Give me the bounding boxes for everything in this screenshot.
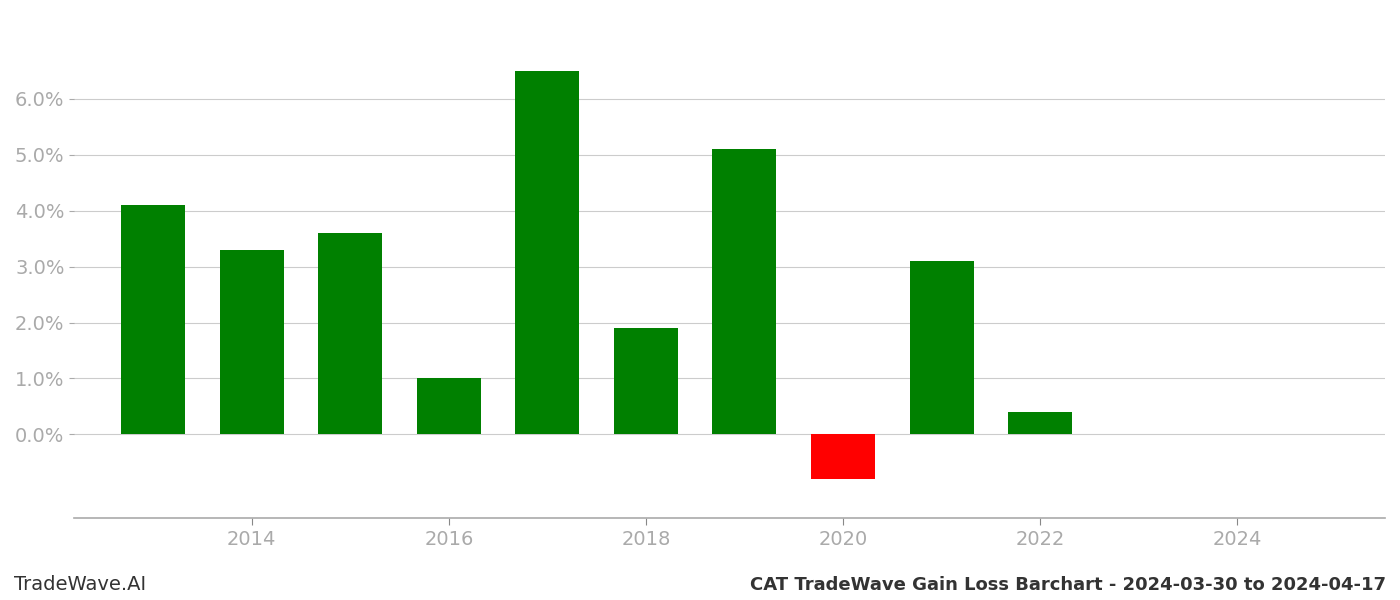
- Bar: [515, 71, 580, 434]
- Bar: [1008, 412, 1072, 434]
- Bar: [122, 205, 185, 434]
- Bar: [613, 328, 678, 434]
- Bar: [713, 149, 777, 434]
- Bar: [910, 261, 973, 434]
- Text: CAT TradeWave Gain Loss Barchart - 2024-03-30 to 2024-04-17: CAT TradeWave Gain Loss Barchart - 2024-…: [750, 576, 1386, 594]
- Bar: [417, 379, 480, 434]
- Text: TradeWave.AI: TradeWave.AI: [14, 575, 146, 594]
- Bar: [811, 434, 875, 479]
- Bar: [318, 233, 382, 434]
- Bar: [220, 250, 284, 434]
